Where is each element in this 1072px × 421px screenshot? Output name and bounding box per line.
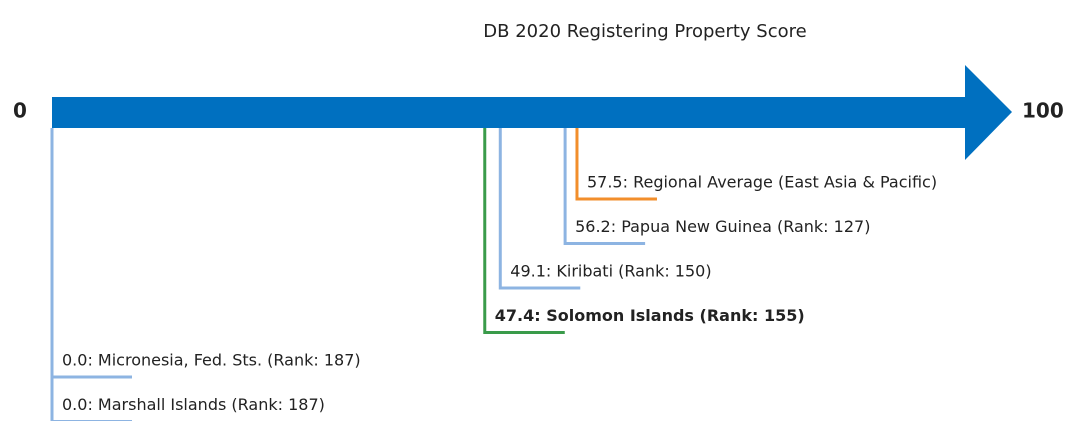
axis-arrow bbox=[52, 65, 1012, 160]
marker-label: 0.0: Marshall Islands (Rank: 187) bbox=[62, 395, 325, 414]
marker-leader bbox=[563, 128, 646, 245]
marker-label: 49.1: Kiribati (Rank: 150) bbox=[510, 262, 711, 281]
x-tick-label: 0 bbox=[13, 99, 27, 123]
marker-label: 47.4: Solomon Islands (Rank: 155) bbox=[495, 306, 805, 325]
marker-label: 56.2: Papua New Guinea (Rank: 127) bbox=[575, 217, 870, 236]
marker-leader bbox=[483, 128, 565, 334]
x-tick-label: 100 bbox=[1022, 99, 1064, 123]
marker-leader bbox=[50, 128, 132, 379]
marker-leader bbox=[498, 128, 581, 290]
chart-title: DB 2020 Registering Property Score bbox=[483, 21, 806, 42]
marker-leader bbox=[50, 128, 132, 421]
marker-label: 57.5: Regional Average (East Asia & Paci… bbox=[587, 173, 937, 192]
marker-leader bbox=[575, 128, 657, 201]
marker-label: 0.0: Micronesia, Fed. Sts. (Rank: 187) bbox=[62, 351, 361, 370]
